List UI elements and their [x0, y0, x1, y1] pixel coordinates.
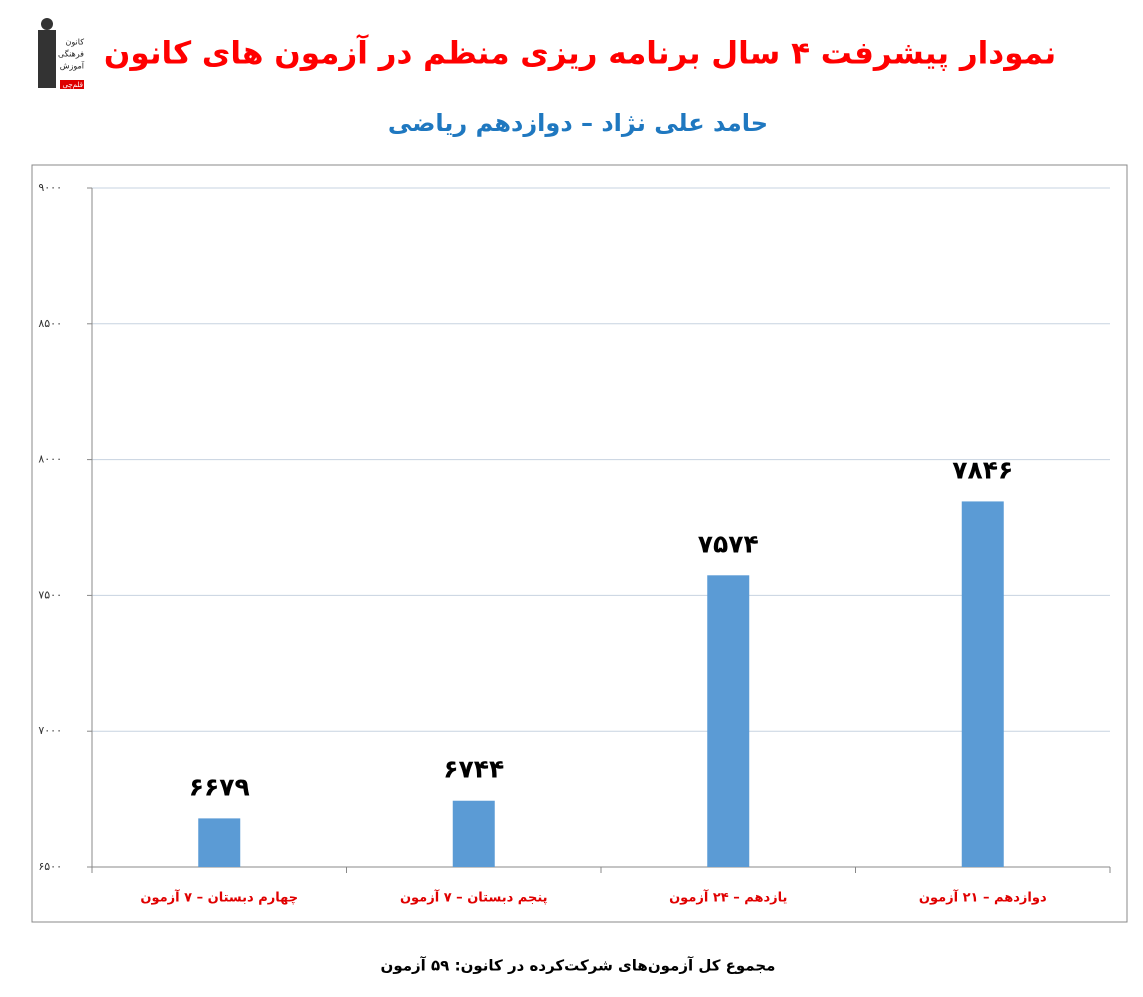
- logo-text: قلم‌چی: [63, 81, 83, 89]
- value-label: ۷۸۴۶: [952, 455, 1013, 484]
- y-tick-label: ۶۵۰۰: [38, 860, 62, 873]
- y-tick-label: ۹۰۰۰: [38, 181, 62, 194]
- logo-figure: [38, 30, 56, 88]
- chart-footer: مجموع کل آزمون‌های شرکت‌کرده در کانون: ۵…: [381, 957, 776, 975]
- y-tick-label: ۷۵۰۰: [38, 588, 62, 601]
- chart-title: نمودار پیشرفت ۴ سال برنامه ریزی منظم در …: [104, 34, 1056, 72]
- logo-head: [41, 18, 53, 30]
- bar: [961, 501, 1004, 867]
- x-tick-label: یازدهم – ۲۴ آزمون: [669, 889, 787, 906]
- bar: [452, 800, 495, 867]
- logo-text: آموزش: [60, 61, 85, 71]
- logo-text: کانون: [66, 38, 85, 47]
- plot-frame: [31, 164, 1128, 923]
- value-label: ۶۷۴۴: [443, 755, 504, 784]
- value-label: ۶۶۷۹: [189, 772, 250, 801]
- x-tick-label: دوازدهم – ۲۱ آزمون: [919, 889, 1047, 906]
- x-tick-label: پنجم دبستان – ۷ آزمون: [400, 889, 548, 906]
- logo: کانون فرهنگی آموزش قلم‌چی: [38, 18, 85, 89]
- y-tick-label: ۷۰۰۰: [38, 724, 62, 737]
- logo-text: فرهنگی: [58, 49, 84, 59]
- bar: [198, 818, 241, 867]
- x-tick-label: چهارم دبستان – ۷ آزمون: [140, 889, 298, 906]
- y-tick-label: ۸۵۰۰: [38, 317, 62, 330]
- bar: [707, 575, 750, 867]
- logo-badge: [60, 80, 84, 89]
- y-tick-label: ۸۰۰۰: [38, 453, 62, 466]
- chart-subtitle: حامد علی نژاد – دوازدهم ریاضی: [388, 109, 768, 137]
- value-label: ۷۵۷۴: [698, 529, 759, 558]
